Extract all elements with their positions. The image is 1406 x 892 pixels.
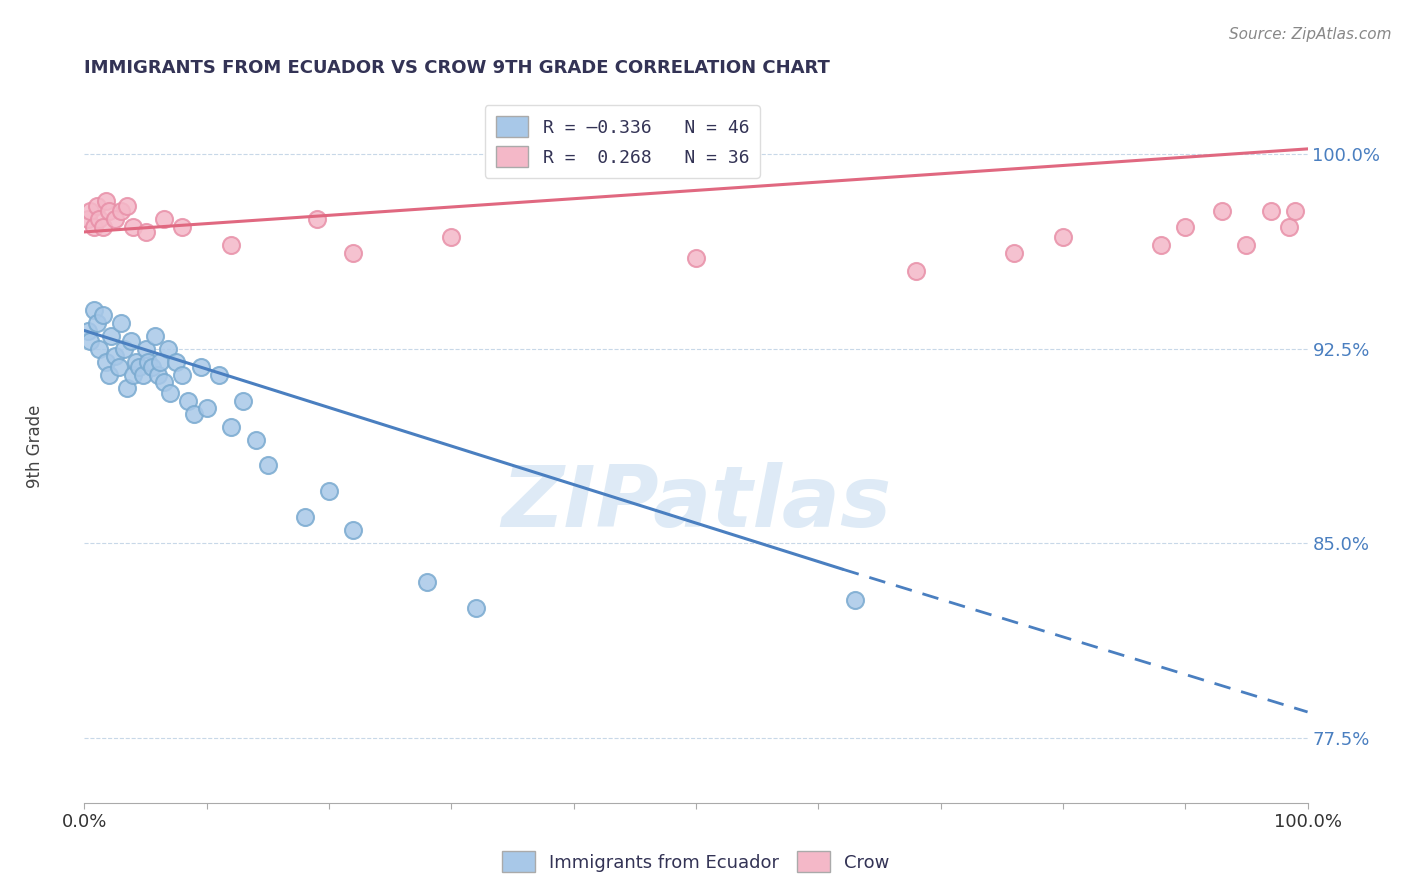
Point (208, 368, 231, 382)
Point (125, 354, 148, 368)
Point (464, 601, 486, 615)
Point (79, 204, 101, 219)
Point (115, 199, 138, 213)
Point (305, 211, 328, 226)
Point (83, 219, 105, 234)
Point (416, 575, 439, 590)
Point (1260, 204, 1282, 219)
Point (245, 433, 267, 447)
Point (1052, 230, 1074, 244)
Point (685, 251, 707, 265)
Text: 9th Grade: 9th Grade (27, 404, 44, 488)
Point (153, 376, 176, 390)
Point (110, 204, 132, 219)
Point (183, 407, 205, 421)
Point (1002, 245, 1025, 260)
Point (1284, 204, 1306, 219)
Point (135, 342, 157, 356)
Point (165, 354, 187, 368)
Point (294, 510, 316, 524)
Point (96, 354, 118, 368)
Point (136, 354, 159, 368)
Point (83, 302, 105, 317)
Point (1174, 219, 1197, 234)
Point (115, 381, 138, 395)
Point (318, 484, 340, 499)
Point (342, 245, 364, 260)
Point (190, 359, 212, 374)
Point (97, 204, 120, 219)
Point (122, 219, 145, 234)
Point (100, 328, 122, 343)
Point (195, 401, 218, 416)
Point (257, 458, 280, 473)
Point (219, 419, 242, 434)
Point (1278, 219, 1301, 234)
Point (110, 316, 132, 330)
Point (1150, 238, 1173, 252)
Point (87, 211, 110, 226)
Point (122, 368, 145, 382)
Text: ZIPatlas: ZIPatlas (501, 461, 891, 545)
Point (172, 368, 194, 382)
Legend: Immigrants from Ecuador, Crow: Immigrants from Ecuador, Crow (495, 844, 897, 880)
Point (97, 368, 120, 382)
Point (112, 342, 135, 356)
Point (91, 308, 114, 322)
Point (156, 342, 179, 356)
Point (905, 264, 928, 278)
Point (1211, 204, 1233, 219)
Point (141, 359, 163, 374)
Point (79, 334, 101, 348)
Point (96, 194, 118, 208)
Point (120, 334, 142, 348)
Text: Source: ZipAtlas.com: Source: ZipAtlas.com (1229, 27, 1392, 42)
Point (177, 393, 200, 408)
Point (135, 225, 157, 239)
Point (440, 230, 463, 244)
Point (844, 593, 866, 607)
Point (104, 211, 127, 226)
Point (232, 393, 254, 408)
Point (146, 368, 169, 382)
Point (132, 368, 155, 382)
Point (87, 342, 110, 356)
Point (149, 354, 172, 368)
Point (77, 211, 100, 226)
Point (107, 359, 129, 374)
Point (143, 328, 166, 343)
Point (342, 524, 364, 538)
Text: IMMIGRANTS FROM ECUADOR VS CROW 9TH GRADE CORRELATION CHART: IMMIGRANTS FROM ECUADOR VS CROW 9TH GRAD… (84, 59, 830, 77)
Point (77, 324, 100, 338)
Point (128, 359, 150, 374)
Point (86, 316, 108, 330)
Point (172, 219, 194, 234)
Point (159, 385, 181, 400)
Point (91, 219, 114, 234)
Point (1234, 238, 1257, 252)
Point (86, 199, 108, 213)
Point (219, 238, 242, 252)
Point (153, 211, 176, 226)
Point (104, 350, 127, 364)
